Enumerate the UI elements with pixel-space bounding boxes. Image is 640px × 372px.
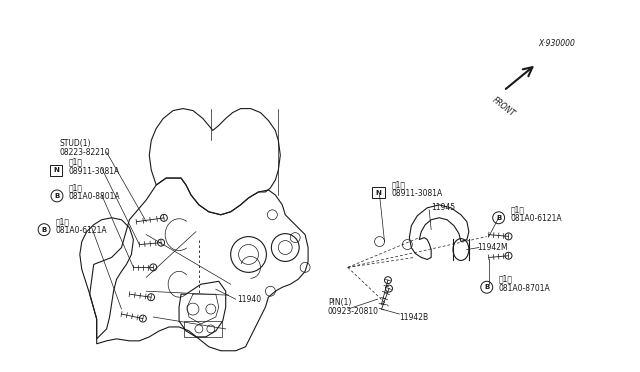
Text: 08223-82210: 08223-82210 xyxy=(60,148,111,157)
Text: 11942M: 11942M xyxy=(477,243,508,252)
Text: B: B xyxy=(496,215,501,221)
Text: 081A0-6121A: 081A0-6121A xyxy=(511,214,562,223)
Text: PIN(1): PIN(1) xyxy=(328,298,351,307)
Text: STUD(1): STUD(1) xyxy=(60,139,92,148)
Text: 11940: 11940 xyxy=(237,295,262,304)
Text: 、1。: 、1。 xyxy=(69,183,83,192)
Text: FRONT: FRONT xyxy=(491,96,516,119)
Text: B: B xyxy=(484,284,490,290)
Text: 11945: 11945 xyxy=(431,203,455,212)
Text: 、1。: 、1。 xyxy=(511,205,525,214)
Bar xyxy=(184,321,221,337)
Text: 00923-20810: 00923-20810 xyxy=(328,307,379,315)
Text: X·930000: X·930000 xyxy=(538,39,575,48)
Text: 081A0-6121A: 081A0-6121A xyxy=(56,226,108,235)
Text: B: B xyxy=(42,227,47,232)
Text: 081A0-8701A: 081A0-8701A xyxy=(499,284,550,293)
Text: 、1。: 、1。 xyxy=(499,275,513,284)
Text: 081A0-8801A: 081A0-8801A xyxy=(69,192,120,201)
Text: N: N xyxy=(53,167,59,173)
Text: 11942B: 11942B xyxy=(399,312,429,321)
Text: 、1。: 、1。 xyxy=(392,180,406,189)
Text: 、1。: 、1。 xyxy=(56,217,70,226)
Text: 、1。: 、1。 xyxy=(69,158,83,167)
Text: 08911-3081A: 08911-3081A xyxy=(69,167,120,176)
Text: N: N xyxy=(376,190,381,196)
Text: 08911-3081A: 08911-3081A xyxy=(392,189,443,198)
Text: B: B xyxy=(54,193,60,199)
